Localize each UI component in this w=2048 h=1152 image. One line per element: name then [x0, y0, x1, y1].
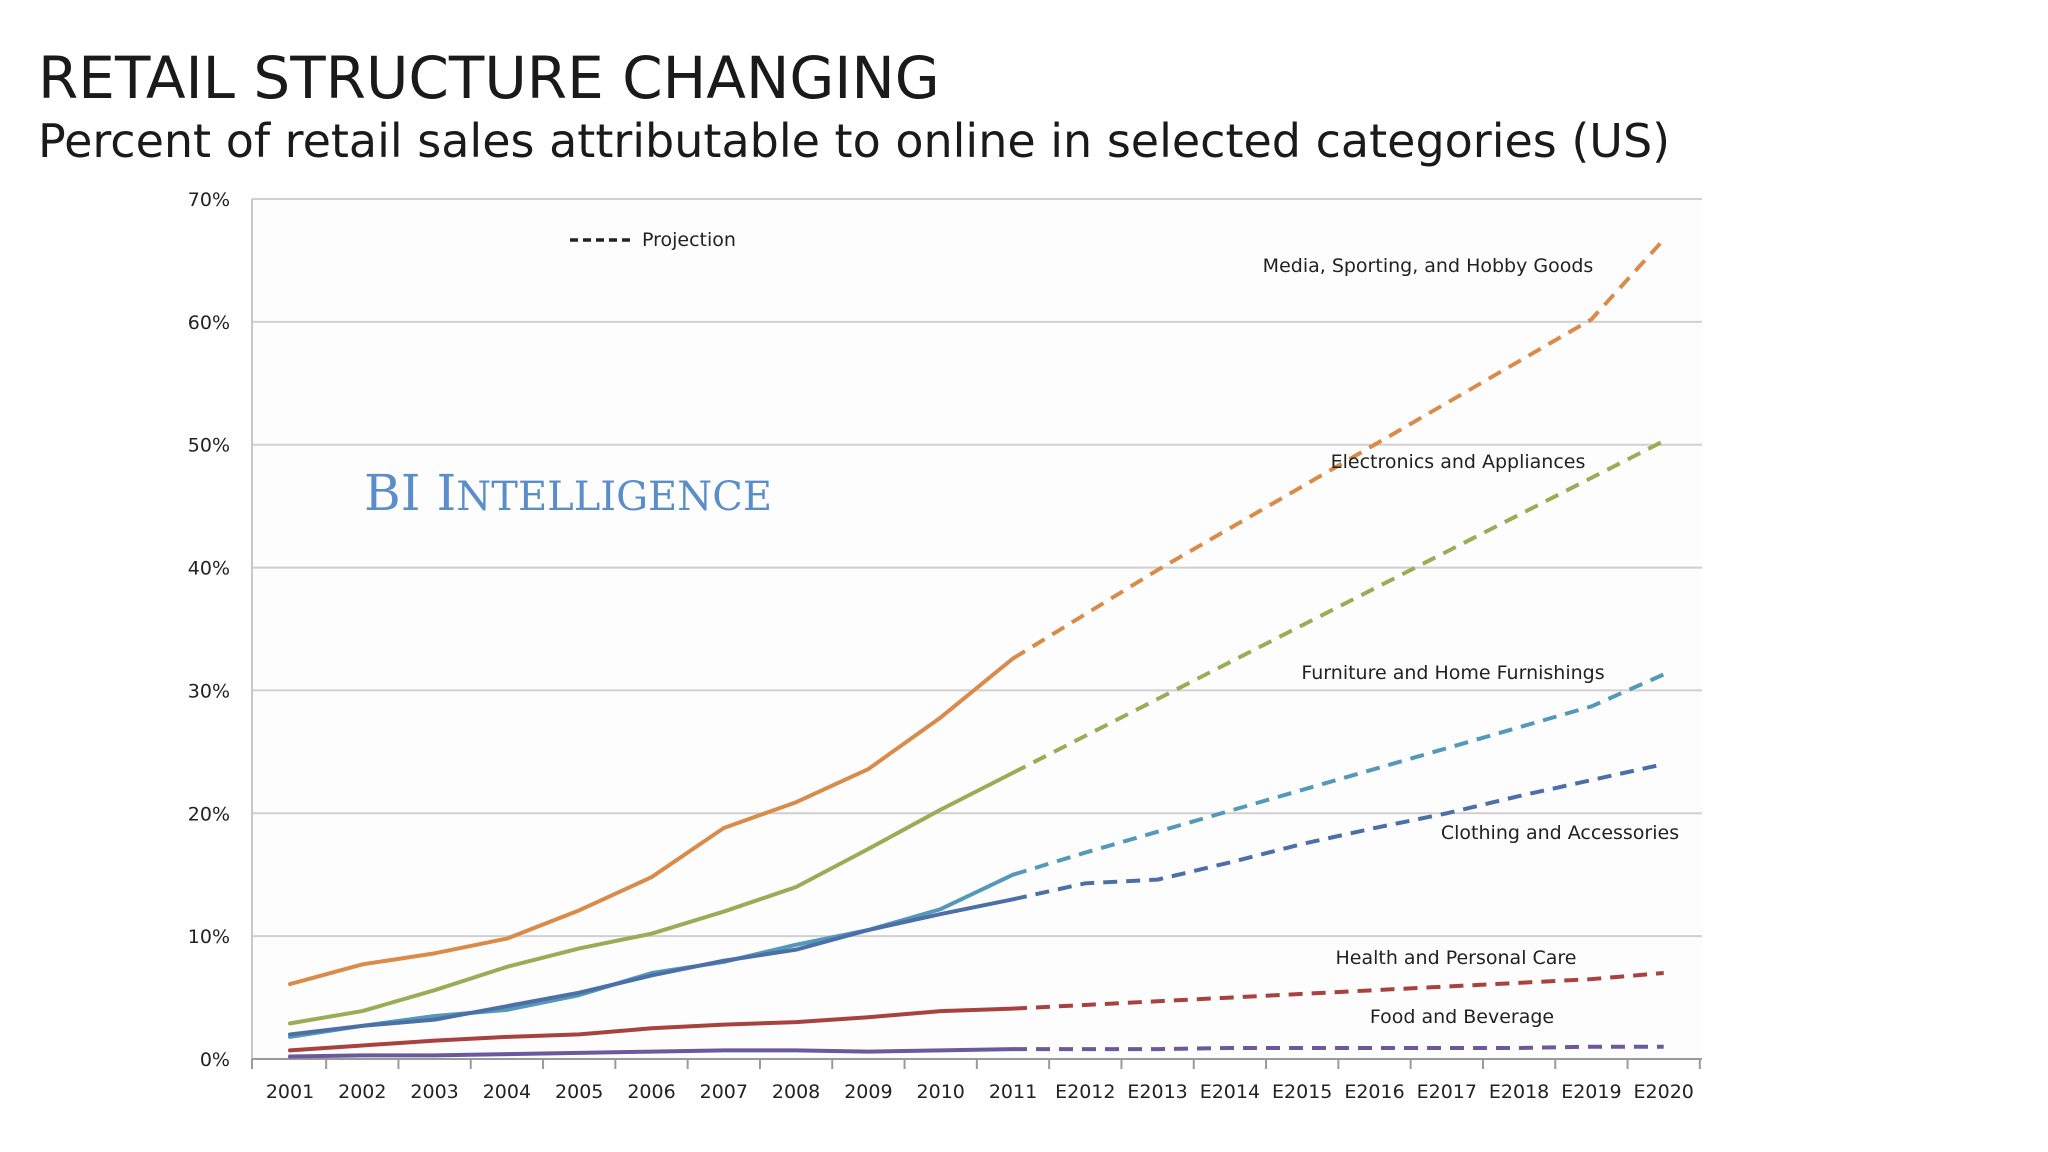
series-line-projection — [1013, 1044, 1664, 1052]
y-axis: 0% 10% 20% 30% 40% 50% 60% 70% — [188, 189, 253, 1071]
watermark-intelligence: INTELLIGENCE — [437, 464, 773, 522]
x-tick-label: E2017 — [1417, 1081, 1477, 1103]
series-line-projection — [1012, 672, 1665, 877]
x-tick-label: 2004 — [483, 1081, 531, 1103]
x-tick-label: 2006 — [627, 1081, 675, 1103]
series-line-projection — [1012, 762, 1665, 902]
x-tick-label: 2009 — [844, 1081, 892, 1103]
series-label: Food and Beverage — [1370, 1006, 1554, 1028]
page-title: RETAIL STRUCTURE CHANGING — [38, 44, 940, 112]
y-tick-label: 50% — [188, 435, 230, 457]
series-group — [288, 238, 1666, 1059]
x-tick-label: E2020 — [1634, 1081, 1694, 1103]
x-tick-label: E2015 — [1272, 1081, 1332, 1103]
x-tick-label: 2001 — [266, 1081, 314, 1103]
y-tick-label: 30% — [188, 680, 230, 702]
series-line-actual — [288, 897, 1015, 1037]
y-tick-label: 10% — [188, 926, 230, 948]
x-tick-label: 2005 — [555, 1081, 603, 1103]
x-tick-label: 2007 — [700, 1081, 748, 1103]
watermark-brand: BI INTELLIGENCE — [364, 464, 772, 522]
series-labels: Media, Sporting, and Hobby Goods Electron… — [1263, 255, 1679, 1028]
x-tick-label: E2019 — [1561, 1081, 1621, 1103]
y-tick-label: 0% — [200, 1049, 230, 1071]
legend-label: Projection — [642, 229, 736, 251]
watermark-bi: BI — [364, 464, 421, 522]
y-tick-label: 20% — [188, 803, 230, 825]
series-line-projection — [1011, 238, 1666, 661]
y-tick-label: 70% — [188, 189, 230, 211]
series-line-projection — [1012, 439, 1665, 775]
series-line-actual — [288, 770, 1015, 1026]
series-label: Electronics and Appliances — [1331, 451, 1586, 473]
x-tick-label: E2016 — [1344, 1081, 1404, 1103]
series-line-actual — [288, 1047, 1015, 1059]
y-tick-label: 60% — [188, 312, 230, 334]
series-line-projection — [1012, 971, 1664, 1011]
series-line-actual — [288, 1006, 1015, 1053]
x-tick-label: E2018 — [1489, 1081, 1549, 1103]
x-tick-label: 2008 — [772, 1081, 820, 1103]
x-tick-label: 2002 — [338, 1081, 386, 1103]
legend: Projection — [570, 229, 736, 251]
series-line-actual — [288, 656, 1015, 987]
series-label: Clothing and Accessories — [1441, 822, 1679, 844]
series-label: Health and Personal Care — [1335, 947, 1576, 969]
series-label: Furniture and Home Furnishings — [1301, 662, 1604, 684]
x-tick-label: 2011 — [989, 1081, 1037, 1103]
x-axis: 2001 2002 2003 2004 2005 2006 2007 2008 2009 2010… — [251, 1058, 1702, 1103]
x-tick-label: E2013 — [1127, 1081, 1187, 1103]
series-label: Media, Sporting, and Hobby Goods — [1263, 255, 1594, 277]
page-subtitle: Percent of retail sales attributable to … — [38, 114, 1671, 168]
y-tick-label: 40% — [188, 558, 230, 580]
plot-background — [252, 199, 1702, 1059]
gridlines — [252, 198, 1702, 1060]
x-tick-label: E2014 — [1200, 1081, 1260, 1103]
x-tick-label: E2012 — [1055, 1081, 1115, 1103]
x-tick-label: 2010 — [917, 1081, 965, 1103]
x-tick-label: 2003 — [410, 1081, 458, 1103]
